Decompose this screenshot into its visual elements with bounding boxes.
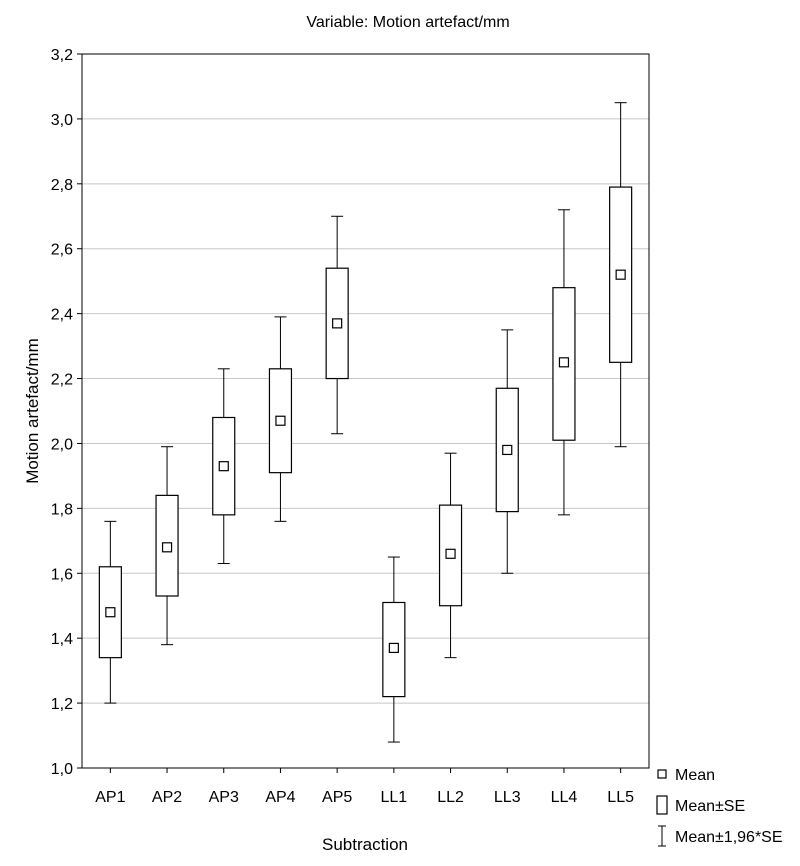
- x-tick-label: AP2: [152, 789, 182, 806]
- legend-item-whisker: Mean±1,96*SE: [658, 825, 783, 847]
- x-tick-label: AP1: [95, 789, 125, 806]
- y-tick-label: 2,8: [51, 177, 73, 194]
- plot-area-frame: [81, 53, 650, 769]
- x-axis-ticks: AP1 AP2 AP3 AP4 AP5 LL1 LL2 LL3 LL4 LL5: [95, 768, 634, 806]
- box-ll1: [382, 556, 406, 743]
- x-tick-label: AP3: [209, 789, 239, 806]
- x-tick-label: AP4: [265, 789, 295, 806]
- legend-box-symbol: [656, 795, 668, 815]
- box-ll3: [495, 329, 519, 574]
- mean-marker: [615, 269, 626, 280]
- y-tick-label: 2,0: [51, 436, 73, 453]
- y-tick-label: 2,6: [51, 242, 73, 259]
- box-ap3: [212, 368, 236, 565]
- x-tick-label: LL1: [380, 789, 407, 806]
- legend-label: Mean: [675, 767, 715, 784]
- y-tick-label: 1,0: [51, 761, 73, 778]
- box-ll4: [552, 209, 576, 516]
- y-tick-label: 1,4: [51, 631, 73, 648]
- x-tick-label: LL3: [494, 789, 521, 806]
- mean-marker: [445, 548, 456, 559]
- legend-label: Mean±SE: [675, 798, 745, 815]
- x-axis-label: Subtraction: [322, 835, 408, 854]
- box-ap1: [98, 520, 122, 704]
- mean-marker: [218, 461, 229, 472]
- mean-marker: [275, 415, 286, 426]
- y-tick-label: 2,4: [51, 307, 73, 324]
- x-tick-label: LL4: [551, 789, 578, 806]
- box-ll5: [609, 102, 633, 448]
- y-tick-label: 3,2: [51, 47, 73, 64]
- legend-item-box: Mean±SE: [656, 795, 745, 815]
- mean-marker: [161, 542, 173, 553]
- legend-label: Mean±1,96*SE: [675, 829, 783, 846]
- x-tick-label: AP5: [322, 789, 352, 806]
- y-tick-label: 1,8: [51, 501, 73, 518]
- mean-marker: [105, 607, 116, 618]
- x-tick-label: LL2: [437, 789, 464, 806]
- box-ll2: [438, 452, 463, 659]
- mean-marker: [502, 444, 513, 456]
- y-tick-label: 3,0: [51, 112, 73, 129]
- box-ap2: [155, 446, 179, 646]
- legend: Mean Mean±SE Mean±1,96*SE: [656, 767, 783, 847]
- legend-mean-symbol: [657, 769, 667, 779]
- y-axis-ticks: 1,0 1,2 1,4 1,6 1,8 2,0 2,2 2,4 2,6 2,8 3,0 3,2: [51, 47, 82, 778]
- mean-marker: [558, 357, 570, 368]
- y-tick-label: 1,6: [51, 566, 73, 583]
- mean-marker: [388, 642, 399, 654]
- y-axis-label: Motion artefact/mm: [23, 338, 42, 484]
- y-tick-label: 2,2: [51, 372, 73, 389]
- x-tick-label: LL5: [607, 789, 634, 806]
- legend-item-mean: Mean: [657, 767, 715, 784]
- y-tick-label: 1,2: [51, 696, 73, 713]
- mean-marker: [332, 318, 343, 329]
- box-ap5: [325, 215, 349, 435]
- boxes: [98, 102, 633, 743]
- chart-title: Variable: Motion artefact/mm: [306, 14, 509, 31]
- box-ap4: [268, 316, 293, 522]
